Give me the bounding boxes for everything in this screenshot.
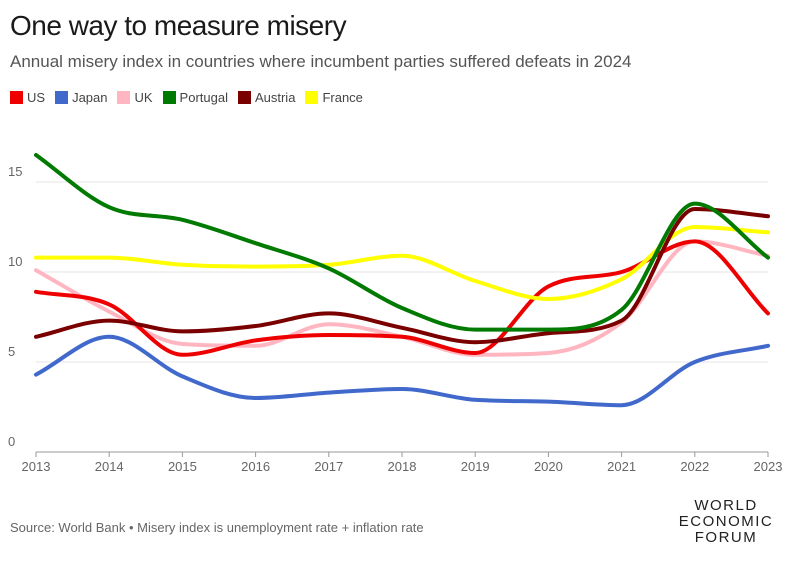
- legend-item-austria: Austria: [237, 90, 296, 105]
- source-note: Source: World Bank • Misery index is une…: [10, 520, 424, 535]
- legend-swatch: [117, 91, 131, 104]
- y-tick-label: 10: [8, 254, 22, 269]
- series-line-austria: [34, 207, 770, 345]
- legend-label: Portugal: [179, 90, 228, 105]
- legend-label: Austria: [254, 90, 296, 105]
- chart-legend: US Japan UK Portugal Austria France: [10, 90, 363, 105]
- x-tick-label: 2013: [22, 459, 51, 474]
- legend-item-japan: Japan: [55, 90, 107, 105]
- line-chart: 0 5 10 15 2013 2014 2015 2016 2017 2018 2019 2020 20…: [8, 153, 783, 474]
- logo-line-1: WORLD: [694, 497, 758, 514]
- series-line-japan: [34, 334, 770, 408]
- x-tick-label: 2018: [388, 459, 417, 474]
- legend-item-portugal: Portugal: [162, 90, 228, 105]
- wef-logo: WORLD ECONOMIC FORUM: [676, 498, 776, 546]
- x-tick-label: 2022: [680, 459, 709, 474]
- logo-line-2: ECONOMIC: [678, 513, 774, 530]
- legend-label: US: [27, 90, 46, 105]
- legend-swatch: [162, 91, 176, 104]
- x-tick-label: 2020: [534, 459, 563, 474]
- chart-subtitle: Annual misery index in countries where i…: [10, 52, 632, 71]
- logo-line-3: FORUM: [694, 529, 758, 546]
- legend-item-uk: UK: [117, 90, 153, 105]
- x-tick-label: 2015: [168, 459, 197, 474]
- legend-label: UK: [134, 90, 153, 105]
- legend-swatch: [55, 91, 69, 104]
- x-tick-label: 2014: [95, 459, 124, 474]
- x-tick-label: 2019: [461, 459, 490, 474]
- legend-swatch: [305, 91, 319, 104]
- legend-swatch: [10, 91, 23, 104]
- y-tick-label: 0: [8, 434, 15, 449]
- legend-item-us: US: [10, 90, 45, 105]
- x-tick-label: 2016: [241, 459, 270, 474]
- x-tick-label: 2021: [607, 459, 636, 474]
- y-tick-label: 15: [8, 164, 22, 179]
- x-tick-label: 2023: [754, 459, 783, 474]
- chart-title: One way to measure misery: [10, 10, 347, 41]
- series-line-france: [34, 225, 770, 301]
- y-tick-label: 5: [8, 344, 15, 359]
- series-line-portugal: [34, 153, 770, 332]
- legend-item-france: France: [305, 90, 363, 105]
- legend-label: France: [322, 90, 363, 105]
- legend-label: Japan: [72, 90, 108, 105]
- x-tick-label: 2017: [314, 459, 343, 474]
- legend-swatch: [237, 91, 251, 104]
